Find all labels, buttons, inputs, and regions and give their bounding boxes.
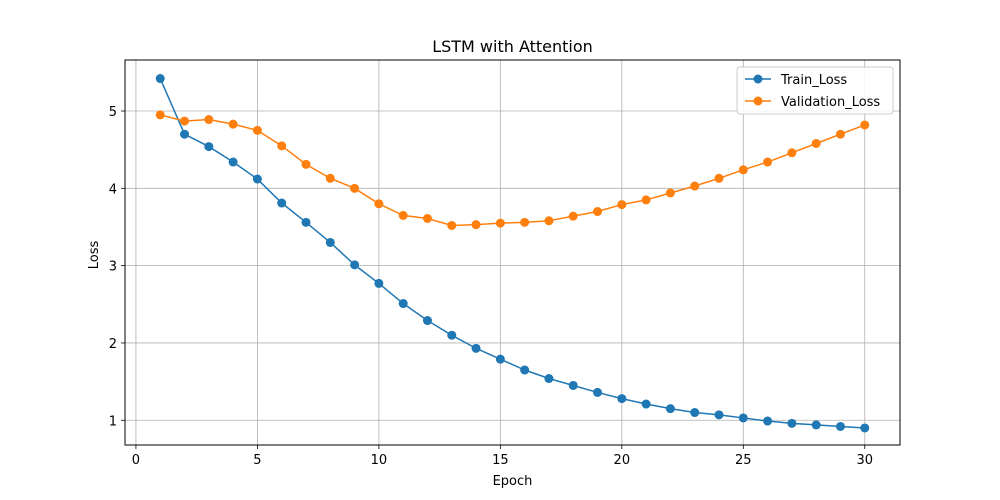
legend-marker-validation-loss: [753, 96, 763, 106]
y-tick-label: 4: [109, 182, 117, 197]
data-point-validation-loss: [228, 119, 238, 129]
data-point-train-loss: [447, 330, 457, 340]
data-point-train-loss: [665, 404, 675, 414]
data-point-validation-loss: [860, 120, 870, 130]
data-point-train-loss: [252, 174, 262, 184]
series-line-validation-loss: [160, 114, 866, 227]
data-point-train-loss: [422, 316, 432, 326]
data-point-validation-loss: [204, 115, 214, 125]
legend-label-validation-loss: Validation_Loss: [781, 95, 880, 110]
axis-ticks: 0 5 10 15 20 25 30 1 2 3 4 5: [109, 105, 873, 468]
data-point-train-loss: [544, 374, 554, 384]
data-point-validation-loss: [641, 195, 651, 205]
y-tick-label: 1: [109, 414, 117, 429]
data-point-train-loss: [787, 418, 797, 428]
legend-marker-train-loss: [753, 74, 763, 84]
data-point-train-loss: [228, 157, 238, 167]
data-point-validation-loss: [495, 218, 505, 228]
data-point-validation-loss: [738, 165, 748, 175]
data-point-train-loss: [617, 394, 627, 404]
data-point-train-loss: [204, 142, 214, 152]
legend-label-train-loss: Train_Loss: [780, 73, 847, 88]
data-point-validation-loss: [277, 141, 287, 151]
x-tick-label: 5: [253, 453, 261, 468]
y-tick-label: 5: [109, 105, 117, 120]
data-point-train-loss: [520, 365, 530, 375]
data-point-validation-loss: [763, 157, 773, 167]
x-tick-label: 10: [371, 453, 388, 468]
data-point-validation-loss: [520, 217, 530, 227]
data-point-train-loss: [325, 237, 335, 247]
plot-frame: [124, 59, 901, 446]
data-point-validation-loss: [422, 213, 432, 223]
data-point-validation-loss: [811, 138, 821, 148]
data-point-validation-loss: [350, 183, 360, 193]
data-point-train-loss: [471, 343, 481, 353]
data-point-train-loss: [860, 423, 870, 433]
data-point-train-loss: [690, 408, 700, 418]
series-train-loss: [155, 74, 870, 433]
data-point-train-loss: [277, 198, 287, 208]
data-point-train-loss: [641, 399, 651, 409]
data-point-train-loss: [495, 354, 505, 364]
data-point-validation-loss: [593, 207, 603, 217]
data-point-train-loss: [398, 299, 408, 309]
data-point-validation-loss: [301, 159, 311, 169]
legend-item-train-loss: Train_Loss: [745, 73, 847, 88]
data-point-train-loss: [374, 278, 384, 288]
data-point-train-loss: [811, 420, 821, 430]
data-point-validation-loss: [665, 188, 675, 198]
data-point-validation-loss: [617, 200, 627, 210]
legend-item-validation-loss: Validation_Loss: [745, 95, 880, 110]
data-point-validation-loss: [714, 173, 724, 183]
x-tick-label: 25: [735, 453, 752, 468]
series-line-train-loss: [159, 78, 865, 429]
data-point-train-loss: [180, 129, 190, 139]
data-point-train-loss: [835, 421, 845, 431]
grid-lines: [125, 60, 900, 445]
x-axis-label: Epoch: [493, 474, 533, 489]
data-point-validation-loss: [835, 129, 845, 139]
data-point-validation-loss: [252, 125, 262, 135]
data-point-train-loss: [738, 413, 748, 423]
data-point-train-loss: [350, 260, 360, 270]
data-point-validation-loss: [568, 211, 578, 221]
data-point-train-loss: [301, 217, 311, 227]
legend-box: [736, 66, 894, 115]
x-tick-label: 30: [856, 453, 873, 468]
data-point-train-loss: [593, 387, 603, 397]
data-point-validation-loss: [374, 199, 384, 209]
data-point-validation-loss: [787, 148, 797, 158]
x-tick-label: 0: [132, 453, 140, 468]
data-point-train-loss: [155, 74, 165, 84]
chart-title: LSTM with Attention: [432, 37, 593, 56]
data-point-train-loss: [568, 380, 578, 390]
data-point-validation-loss: [180, 116, 190, 126]
data-point-validation-loss: [471, 220, 481, 230]
x-tick-label: 20: [614, 453, 631, 468]
series-layer: [155, 74, 870, 433]
y-tick-label: 2: [109, 337, 117, 352]
y-axis-label: Loss: [87, 241, 102, 270]
data-point-train-loss: [763, 416, 773, 426]
data-point-validation-loss: [447, 220, 457, 230]
data-point-train-loss: [714, 410, 724, 420]
legend: Train_Loss Validation_Loss: [736, 66, 894, 115]
data-point-validation-loss: [325, 173, 335, 183]
x-tick-label: 15: [492, 453, 509, 468]
data-point-validation-loss: [544, 216, 554, 226]
data-point-validation-loss: [398, 210, 408, 220]
data-point-validation-loss: [155, 110, 165, 120]
data-point-validation-loss: [690, 181, 700, 191]
series-validation-loss: [155, 110, 870, 230]
y-tick-label: 3: [109, 260, 117, 275]
